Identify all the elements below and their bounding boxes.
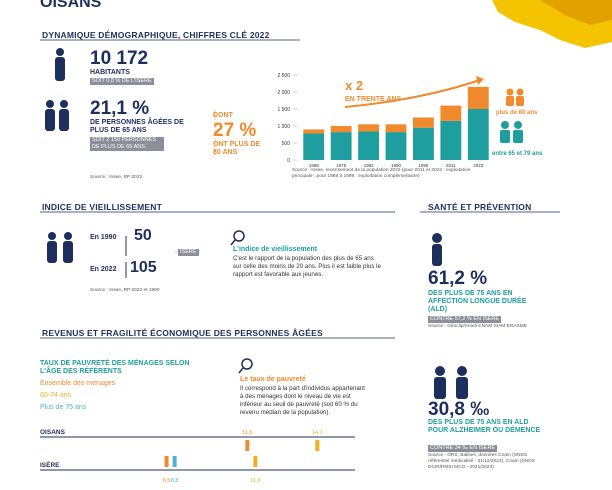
- bar: [440, 105, 462, 121]
- label: DES PLUS DE 75 ANS EN ALD POUR ALZHEIMER…: [428, 419, 541, 434]
- bar: [467, 86, 489, 109]
- source: Source : Géoclip/Ameli CNAM SIAM ERASME: [428, 324, 527, 329]
- stat: 27 %: [213, 120, 257, 141]
- annotation: EN TRENTE ANS: [345, 96, 402, 103]
- y-tick-label: 2 000: [277, 90, 290, 96]
- legend-label: entre 65 et 79 ans: [492, 151, 543, 157]
- bar: [385, 124, 407, 133]
- heading: SANTÉ ET PRÉVENTION: [428, 202, 532, 212]
- label: En 1990: [90, 234, 117, 241]
- value-label: 11,5: [242, 430, 252, 436]
- x-tick-label: 2011: [446, 163, 456, 168]
- label: DE PERSONNES ÂGÉES DE PLUS DE 65 ANS: [90, 119, 184, 134]
- bar: [303, 129, 325, 134]
- stat: 61,2 %: [428, 268, 488, 289]
- x-tick-label: 1990: [391, 163, 402, 168]
- y-tick-label: 500: [282, 141, 291, 147]
- label: HABITANTS: [90, 69, 130, 76]
- source: Source : Insee, RP 2022 et 1990: [90, 288, 160, 293]
- y-tick-label: 0: [287, 158, 290, 164]
- bar: [303, 133, 325, 160]
- source: Source : Insee, recensement de la popula…: [292, 168, 471, 179]
- label: En 2022: [90, 266, 117, 273]
- text: C'est le rapport de la population des pl…: [233, 255, 381, 278]
- label: TAUX DE PAUVRETÉ DES MÉNAGES SELON L'ÂGE…: [40, 360, 190, 375]
- text: Il correspond à la part d'individus appa…: [240, 385, 366, 416]
- marker: [315, 440, 320, 451]
- label: DONT: [213, 112, 233, 119]
- row-label: ISÈRE: [40, 460, 60, 469]
- note: CONTRE 57,2 % EN ISÈRE: [428, 316, 502, 323]
- bar: [330, 132, 352, 160]
- label: DES PLUS DE 75 ANS EN AFFECTION LONGUE D…: [428, 290, 527, 313]
- y-tick-label: 1 000: [277, 124, 290, 130]
- row-label: OISANS: [40, 429, 66, 436]
- stat: 10 172: [90, 48, 149, 69]
- value-label: 14,1: [312, 430, 323, 436]
- heading: INDICE DE VIEILLISSEMENT: [42, 202, 163, 212]
- value-label: 11,8: [250, 478, 260, 484]
- note: SOIT 0,8 % DE L'ISÈRE: [90, 78, 154, 85]
- x-tick-label: 1968: [309, 163, 320, 168]
- stat: 21,1 %: [90, 98, 150, 119]
- legend-entry: Ensemble des ménages: [40, 380, 116, 387]
- x-tick-label: 1975: [336, 163, 347, 168]
- title: OISANS: [40, 0, 102, 11]
- bar: [413, 127, 434, 160]
- marker: [253, 456, 258, 467]
- x-tick-label: 1999: [418, 163, 429, 168]
- marker: [245, 440, 250, 451]
- bar: [440, 120, 462, 160]
- bar: [413, 117, 434, 128]
- label: ONT PLUS DE 80 ANS: [213, 141, 261, 156]
- value-label: 8,5: [163, 478, 171, 484]
- x-tick-label: 1982: [364, 163, 375, 168]
- bar: [330, 126, 352, 133]
- note: ISÈRE: [178, 249, 199, 256]
- legend: Ensemble des ménages 60-74 ans Plus de 75 …: [40, 378, 115, 414]
- annotation: x 2: [345, 78, 364, 93]
- bar: [358, 131, 379, 160]
- value-label: 8,8: [171, 478, 179, 484]
- x-tick-label: 2022: [473, 163, 484, 168]
- heading: REVENUS ET FRAGILITÉ ÉCONOMIQUE DES PERS…: [42, 328, 323, 338]
- icon: [45, 48, 468, 399]
- source: Source : ORS, Balises, données Cnam (SND…: [428, 453, 535, 470]
- heading: DYNAMIQUE DÉMOGRAPHIQUE, CHIFFRES CLÉ 20…: [42, 30, 270, 40]
- stat: 105: [130, 259, 157, 276]
- note: CONTRE 34 ‰ EN ISÈRE: [428, 445, 498, 452]
- stat: 30,8 ‰: [428, 399, 490, 420]
- map-zone: [540, 0, 612, 25]
- bar: [358, 124, 379, 132]
- label: L'indice de vieillissement: [233, 246, 318, 253]
- marker: [172, 456, 177, 467]
- legend-entry: 60-74 ans: [40, 392, 72, 399]
- stat: 50: [134, 227, 152, 244]
- y-tick-label: 1 500: [277, 107, 290, 113]
- bar: [467, 109, 489, 160]
- bar: [385, 132, 407, 160]
- label: Le taux de pauvreté: [240, 376, 306, 383]
- legend-entry: Plus de 75 ans: [40, 404, 87, 411]
- marker: [164, 456, 169, 467]
- y-tick-label: 2 500: [277, 73, 290, 79]
- note: SOIT 2 150 PERSONNES DE PLUS DE 65 ANS: [90, 137, 164, 151]
- legend-label: plus de 80 ans: [496, 110, 538, 116]
- source: Source : Insee, RP 2022: [90, 175, 143, 180]
